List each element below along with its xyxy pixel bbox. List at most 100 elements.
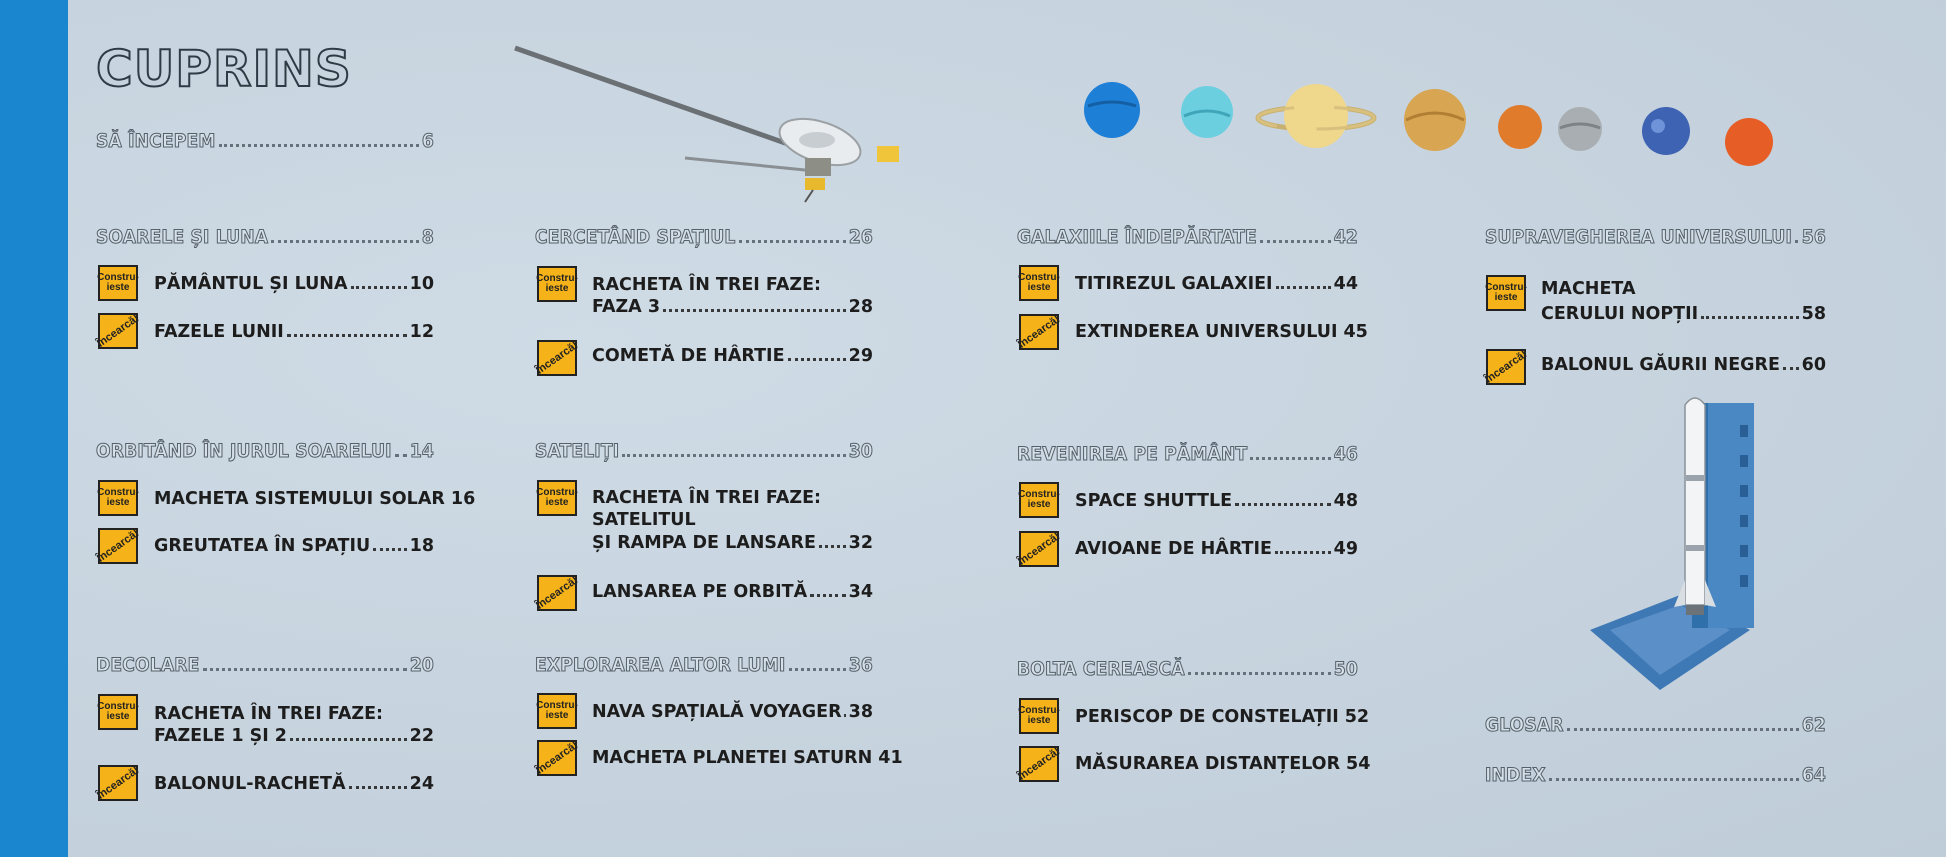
toc-titirezul[interactable]: TITIREZUL GALAXIEI 44 bbox=[1075, 274, 1358, 294]
toc-pamantul-si-luna[interactable]: PĂMÂNTUL ȘI LUNA 10 bbox=[154, 274, 434, 294]
toc-label: FAZELE LUNII bbox=[154, 322, 284, 342]
try-badge: Încearcă! bbox=[1015, 745, 1063, 783]
leader-dots bbox=[738, 240, 846, 243]
toc-sateliti[interactable]: SATELIȚI 30 bbox=[534, 440, 873, 463]
toc-supravegherea[interactable]: SUPRAVEGHEREA UNIVERSULUI 56 bbox=[1484, 226, 1826, 249]
leader-dots bbox=[1275, 286, 1331, 289]
toc-galaxiile[interactable]: GALAXIILE ÎNDEPĂRTATE 42 bbox=[1017, 226, 1359, 249]
toc-space-shuttle[interactable]: SPACE SHUTTLE 48 bbox=[1075, 491, 1358, 511]
toc-greutatea[interactable]: GREUTATEA ÎN SPAȚIU 18 bbox=[154, 536, 434, 556]
toc-label: BOLTA CEREASCĂ bbox=[1017, 658, 1186, 681]
rocket-launchpad-icon bbox=[1590, 397, 1754, 690]
leader-dots bbox=[1782, 367, 1799, 370]
toc-macheta-sistemului-solar[interactable]: MACHETA SISTEMULUI SOLAR 16 bbox=[154, 489, 476, 509]
toc-label: ORBITÂND ÎN JURUL SOARELUI bbox=[96, 440, 393, 463]
toc-periscop[interactable]: PERISCOP DE CONSTELAȚII 52 bbox=[1075, 707, 1369, 727]
toc-racheta-fazele-1-2[interactable]: FAZELE 1 ȘI 2 22 bbox=[154, 726, 434, 746]
build-badge: Constru-ieste bbox=[1018, 265, 1060, 301]
leader-dots bbox=[348, 786, 407, 789]
toc-macheta-line1[interactable]: MACHETA bbox=[1541, 279, 1636, 299]
toc-lansarea[interactable]: LANSAREA PE ORBITĂ 34 bbox=[592, 582, 873, 602]
toc-label: SOARELE ȘI LUNA bbox=[95, 226, 269, 249]
toc-page: 34 bbox=[848, 582, 873, 602]
leader-dots bbox=[788, 668, 846, 671]
try-badge: Încearcă! bbox=[533, 574, 581, 612]
toc-page: 10 bbox=[409, 274, 434, 294]
build-badge: Constru-ieste bbox=[97, 480, 139, 516]
leader-dots bbox=[290, 738, 407, 741]
toc-label: GREUTATEA ÎN SPAȚIU bbox=[154, 536, 371, 556]
toc-label: MĂSURAREA DISTANȚELOR bbox=[1075, 754, 1341, 774]
toc-label: TITIREZUL GALAXIEI bbox=[1075, 274, 1273, 294]
toc-bolta[interactable]: BOLTA CEREASCĂ 50 bbox=[1017, 658, 1359, 681]
voyager-probe-icon bbox=[514, 45, 899, 203]
toc-racheta-faze-line1[interactable]: RACHETA ÎN TREI FAZE: bbox=[154, 704, 384, 724]
toc-label: COMETĂ DE HÂRTIE bbox=[592, 346, 785, 366]
toc-page: 42 bbox=[1333, 226, 1358, 249]
toc-label: ȘI RAMPA DE LANSARE bbox=[592, 533, 816, 553]
build-badge: Constru-ieste bbox=[1018, 698, 1060, 734]
toc-revenirea[interactable]: REVENIREA PE PĂMÂNT 46 bbox=[1016, 443, 1358, 466]
toc-racheta-rampa[interactable]: ȘI RAMPA DE LANSARE 32 bbox=[592, 533, 873, 553]
page-title: CUPRINS bbox=[95, 39, 352, 99]
leader-dots bbox=[1187, 672, 1331, 675]
toc-page: 20 bbox=[409, 654, 434, 677]
toc-label: REVENIREA PE PĂMÂNT bbox=[1016, 443, 1248, 466]
toc-page: 6 bbox=[421, 130, 434, 153]
toc-label: SATELIȚI bbox=[534, 440, 620, 463]
toc-cercetand[interactable]: CERCETÂND SPAȚIUL 26 bbox=[535, 226, 874, 249]
toc-page: 24 bbox=[409, 774, 434, 794]
toc-extinderea[interactable]: EXTINDEREA UNIVERSULUI 45 bbox=[1075, 322, 1368, 342]
leader-dots bbox=[1259, 240, 1331, 243]
leader-dots bbox=[844, 714, 846, 717]
toc-page: 50 bbox=[1333, 658, 1358, 681]
leader-dots bbox=[286, 334, 407, 337]
planets-row-icon bbox=[1084, 82, 1773, 166]
toc-page: 18 bbox=[409, 536, 434, 556]
toc-page: 45 bbox=[1343, 322, 1368, 342]
toc-explorarea[interactable]: EXPLORAREA ALTOR LUMI 36 bbox=[535, 654, 874, 677]
leader-dots bbox=[394, 454, 407, 457]
toc-racheta-sat-line1[interactable]: RACHETA ÎN TREI FAZE: bbox=[592, 488, 822, 508]
toc-label: INDEX bbox=[1485, 764, 1547, 787]
toc-page: 29 bbox=[848, 346, 873, 366]
try-badge: Încearcă! bbox=[1015, 530, 1063, 568]
toc-page: 8 bbox=[421, 226, 434, 249]
toc-page: 49 bbox=[1333, 539, 1358, 559]
toc-balonul-racheta[interactable]: BALONUL-RACHETĂ 24 bbox=[154, 774, 434, 794]
try-badge: Încearcă! bbox=[94, 764, 142, 802]
try-badge: Încearcă! bbox=[94, 527, 142, 565]
toc-index[interactable]: INDEX 64 bbox=[1485, 764, 1827, 787]
build-badge: Constru-ieste bbox=[536, 480, 578, 516]
toc-soarele-si-luna[interactable]: SOARELE ȘI LUNA 8 bbox=[95, 226, 434, 249]
toc-glosar[interactable]: GLOSAR 62 bbox=[1485, 714, 1827, 737]
toc-cometa[interactable]: COMETĂ DE HÂRTIE 29 bbox=[592, 346, 873, 366]
toc-label: FAZELE 1 ȘI 2 bbox=[154, 726, 287, 746]
toc-page: 22 bbox=[409, 726, 434, 746]
blue-edge-strip bbox=[0, 0, 68, 857]
toc-avioane[interactable]: AVIOANE DE HÂRTIE 49 bbox=[1075, 539, 1358, 559]
toc-balonul-gaurii[interactable]: BALONUL GĂURII NEGRE 60 bbox=[1541, 355, 1826, 375]
toc-fazele-lunii[interactable]: FAZELE LUNII 12 bbox=[154, 322, 434, 342]
toc-sa-incepem[interactable]: SĂ ÎNCEPEM 6 bbox=[96, 130, 435, 153]
leader-dots bbox=[218, 144, 419, 147]
toc-page: 52 bbox=[1344, 707, 1370, 727]
toc-saturn[interactable]: MACHETA PLANETEI SATURN 41 bbox=[592, 748, 903, 768]
try-badge: Încearcă! bbox=[533, 339, 581, 377]
toc-racheta-faza3[interactable]: FAZA 3 28 bbox=[592, 297, 873, 317]
toc-masurarea[interactable]: MĂSURAREA DISTANȚELOR 54 bbox=[1075, 754, 1370, 774]
toc-racheta-faza3-line1[interactable]: RACHETA ÎN TREI FAZE: bbox=[592, 275, 822, 295]
toc-orbitand[interactable]: ORBITÂND ÎN JURUL SOARELUI 14 bbox=[96, 440, 435, 463]
toc-page: 56 bbox=[1801, 226, 1826, 249]
toc-label: FAZA 3 bbox=[592, 297, 660, 317]
toc-macheta-cerului[interactable]: CERULUI NOPȚII 58 bbox=[1541, 304, 1826, 324]
toc-label: EXTINDEREA UNIVERSULUI bbox=[1075, 322, 1338, 342]
toc-decolare[interactable]: DECOLARE 20 bbox=[96, 654, 435, 677]
toc-label: PĂMÂNTUL ȘI LUNA bbox=[154, 274, 348, 294]
leader-dots bbox=[1548, 778, 1799, 781]
toc-racheta-sat-line2[interactable]: SATELITUL bbox=[592, 510, 696, 530]
build-badge: Constru-ieste bbox=[536, 693, 578, 729]
toc-voyager[interactable]: NAVA SPAȚIALĂ VOYAGER 38 bbox=[592, 702, 873, 722]
toc-label: SĂ ÎNCEPEM bbox=[96, 130, 216, 153]
